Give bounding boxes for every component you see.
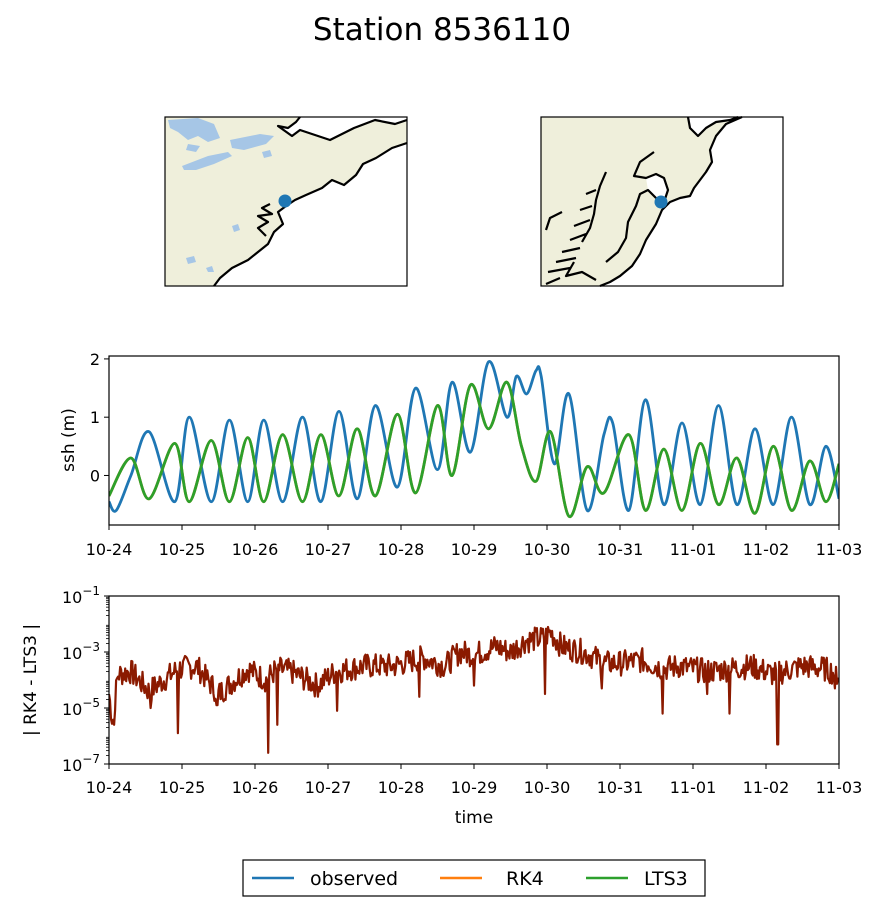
detail-map-coastline (544, 115, 743, 288)
difference-xtick-label: 11-03 (816, 778, 863, 797)
detail-map-delaware-bay (646, 174, 668, 202)
difference-xtick-label: 10-25 (159, 778, 206, 797)
difference-ytick-label: 10−1 (62, 584, 100, 607)
difference-xtick-label: 10-29 (451, 778, 498, 797)
difference-xtick-label: 11-02 (743, 778, 790, 797)
series-observed (109, 360, 839, 513)
difference-chart-ticks: 10-24 10-25 10-26 10-27 10-28 10-29 10-30 10-31… (62, 584, 862, 797)
ssh-xtick-label: 10-25 (159, 540, 206, 559)
figure-title: Station 8536110 (313, 12, 571, 48)
detail-map-frame (540, 116, 784, 287)
ssh-xtick-label: 11-03 (816, 540, 863, 559)
ssh-ytick-label: 2 (90, 350, 100, 369)
overview-map-station-marker (278, 194, 292, 208)
overview-map-frame (164, 116, 408, 287)
ssh-xtick-label: 11-02 (743, 540, 790, 559)
difference-series-group (109, 625, 839, 754)
difference-xtick-label: 10-27 (305, 778, 352, 797)
difference-ytick-label: 10−3 (62, 640, 100, 663)
detail-map-land (541, 117, 742, 286)
overview-map (164, 116, 408, 287)
ssh-ytick-label: 0 (90, 466, 100, 485)
difference-chart: 10-24 10-25 10-26 10-27 10-28 10-29 10-30 10-31… (21, 584, 862, 828)
series-difference (109, 625, 839, 754)
ssh-xtick-label: 10-27 (305, 540, 352, 559)
difference-xtick-label: 10-26 (232, 778, 279, 797)
legend: observed RK4 LTS3 (242, 859, 706, 897)
ssh-xtick-label: 10-31 (597, 540, 644, 559)
legend-label-observed: observed (310, 868, 398, 890)
ssh-chart: 10-24 10-25 10-26 10-27 10-28 10-29 10-30 10-31… (59, 350, 862, 559)
difference-xtick-label: 11-01 (670, 778, 717, 797)
ssh-xtick-label: 10-28 (378, 540, 425, 559)
legend-label-rk4: RK4 (506, 868, 544, 890)
ssh-xtick-label: 10-29 (451, 540, 498, 559)
overview-map-lakes (168, 118, 274, 272)
difference-xtick-label: 10-28 (378, 778, 425, 797)
difference-ylabel: | RK4 - LTS3 | (21, 624, 41, 736)
ssh-xtick-label: 10-24 (86, 540, 133, 559)
ssh-chart-ticks: 10-24 10-25 10-26 10-27 10-28 10-29 10-30 10-31… (86, 350, 863, 559)
detail-map (540, 115, 784, 288)
series-lts3 (109, 380, 839, 518)
difference-ytick-label: 10−5 (62, 696, 100, 719)
ssh-ylabel: ssh (m) (59, 408, 79, 472)
series-rk4 (109, 380, 839, 518)
ssh-xtick-label: 10-26 (232, 540, 279, 559)
difference-xtick-label: 10-30 (524, 778, 571, 797)
ssh-ytick-label: 1 (90, 408, 100, 427)
ssh-xtick-label: 11-01 (670, 540, 717, 559)
difference-ytick-label: 10−7 (62, 752, 100, 775)
legend-label-lts3: LTS3 (644, 868, 688, 890)
difference-xlabel: time (455, 808, 493, 828)
ssh-xtick-label: 10-30 (524, 540, 571, 559)
difference-xtick-label: 10-31 (597, 778, 644, 797)
difference-xtick-label: 10-24 (86, 778, 133, 797)
ssh-series-group (109, 360, 839, 518)
detail-map-station-marker (654, 195, 668, 209)
